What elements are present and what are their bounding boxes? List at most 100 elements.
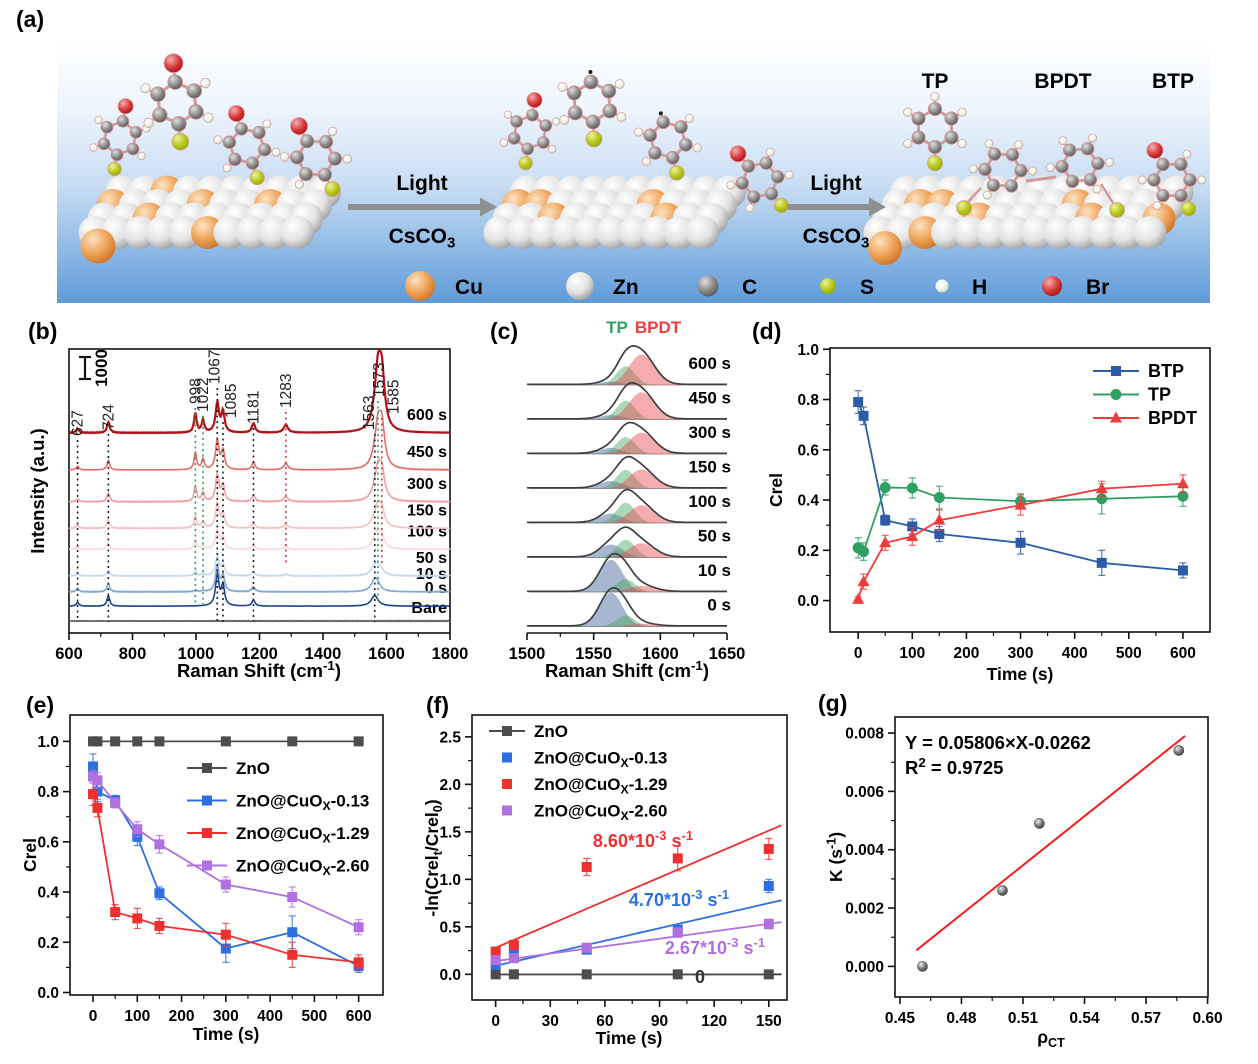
svg-text:1.0: 1.0 — [37, 734, 59, 751]
svg-text:ρCT: ρCT — [1037, 1027, 1065, 1050]
svg-text:150 s: 150 s — [688, 458, 731, 477]
svg-text:CsCO3: CsCO3 — [389, 225, 456, 252]
svg-text:1573: 1573 — [370, 363, 387, 397]
svg-text:600: 600 — [346, 1008, 372, 1025]
svg-text:600: 600 — [55, 645, 83, 663]
svg-text:ZnO@CuOX-2.60: ZnO@CuOX-2.60 — [534, 802, 667, 824]
svg-text:0.54: 0.54 — [1069, 1010, 1100, 1027]
svg-text:BTP: BTP — [1152, 70, 1194, 93]
svg-text:50 s: 50 s — [698, 527, 731, 546]
svg-text:Raman Shift (cm-1): Raman Shift (cm-1) — [177, 658, 341, 681]
svg-text:450 s: 450 s — [688, 389, 731, 408]
svg-text:1000: 1000 — [178, 645, 215, 663]
svg-text:ZnO@CuOX-1.29: ZnO@CuOX-1.29 — [534, 775, 667, 797]
svg-text:K (s-1): K (s-1) — [824, 832, 846, 882]
svg-text:1500: 1500 — [509, 645, 546, 663]
svg-text:300 s: 300 s — [407, 476, 447, 493]
svg-text:1000: 1000 — [92, 349, 111, 387]
svg-text:-ln(Crelt/Crel0): -ln(Crelt/Crel0) — [422, 799, 445, 916]
svg-text:BPDT: BPDT — [1034, 70, 1091, 93]
svg-text:CsCO3: CsCO3 — [803, 225, 870, 252]
svg-text:0: 0 — [89, 1008, 98, 1025]
svg-text:Time (s): Time (s) — [596, 1028, 663, 1048]
svg-text:ZnO@CuOX-1.29: ZnO@CuOX-1.29 — [236, 824, 369, 846]
svg-text:TP: TP — [922, 70, 949, 93]
svg-text:1.0: 1.0 — [439, 872, 461, 889]
panel-b-label: (b) — [28, 318, 58, 344]
svg-text:150 s: 150 s — [407, 502, 447, 519]
svg-text:ZnO@CuOX-2.60: ZnO@CuOX-2.60 — [236, 857, 369, 879]
svg-text:BTP: BTP — [1148, 361, 1184, 381]
svg-text:0.5: 0.5 — [439, 919, 461, 936]
svg-text:TP: TP — [606, 318, 628, 337]
svg-text:BPDT: BPDT — [635, 318, 682, 337]
svg-text:200: 200 — [953, 645, 979, 662]
svg-text:1400: 1400 — [305, 645, 342, 663]
svg-text:200: 200 — [169, 1008, 195, 1025]
svg-text:Raman Shift (cm-1): Raman Shift (cm-1) — [545, 658, 709, 681]
svg-text:4.70*10-3 s-1: 4.70*10-3 s-1 — [629, 887, 729, 910]
svg-text:Cu: Cu — [455, 276, 483, 299]
svg-text:Light: Light — [810, 172, 861, 195]
svg-text:1800: 1800 — [432, 645, 469, 663]
svg-text:0.2: 0.2 — [797, 543, 819, 560]
svg-text:S: S — [860, 276, 874, 299]
svg-text:0.6: 0.6 — [37, 834, 59, 851]
svg-text:Bare: Bare — [411, 600, 447, 617]
panel-f-label: (f) — [426, 692, 449, 718]
svg-text:500: 500 — [301, 1008, 327, 1025]
svg-text:1600: 1600 — [642, 645, 679, 663]
svg-text:0: 0 — [695, 967, 705, 987]
svg-text:0: 0 — [491, 1013, 500, 1030]
svg-text:2.67*10-3 s-1: 2.67*10-3 s-1 — [665, 935, 765, 958]
svg-text:Time (s): Time (s) — [193, 1024, 260, 1044]
svg-text:1.0: 1.0 — [797, 342, 819, 359]
svg-text:1.5: 1.5 — [439, 824, 461, 841]
svg-text:ZnO: ZnO — [534, 722, 568, 741]
svg-text:0 s: 0 s — [707, 596, 731, 615]
panel-c-label: (c) — [490, 318, 519, 344]
svg-text:0.6: 0.6 — [797, 442, 819, 459]
svg-text:150: 150 — [756, 1013, 782, 1030]
svg-text:10 s: 10 s — [416, 566, 447, 583]
svg-text:400: 400 — [1062, 645, 1088, 662]
svg-text:Y = 0.05806×X-0.0262: Y = 0.05806×X-0.0262 — [905, 732, 1091, 753]
svg-text:0.60: 0.60 — [1193, 1010, 1223, 1027]
svg-text:0.48: 0.48 — [946, 1010, 977, 1027]
svg-text:Crel: Crel — [766, 473, 786, 507]
svg-text:600 s: 600 s — [688, 354, 731, 373]
svg-text:1181: 1181 — [245, 391, 262, 424]
svg-text:30: 30 — [542, 1013, 559, 1030]
svg-text:998: 998 — [187, 378, 204, 404]
svg-text:600: 600 — [1170, 645, 1196, 662]
svg-text:0.45: 0.45 — [885, 1010, 916, 1027]
svg-text:50 s: 50 s — [416, 550, 447, 567]
svg-text:0.0: 0.0 — [37, 985, 59, 1002]
svg-text:0.8: 0.8 — [37, 784, 59, 801]
svg-text:0.008: 0.008 — [845, 726, 884, 743]
svg-text:0.4: 0.4 — [797, 493, 819, 510]
svg-text:0.57: 0.57 — [1131, 1010, 1161, 1027]
svg-text:2.5: 2.5 — [439, 729, 461, 746]
svg-text:800: 800 — [119, 645, 147, 663]
svg-text:724: 724 — [100, 404, 117, 430]
panel-d-label: (d) — [752, 318, 782, 344]
svg-text:ZnO@CuOX-0.13: ZnO@CuOX-0.13 — [534, 749, 667, 771]
svg-text:100: 100 — [124, 1008, 150, 1025]
svg-text:1067: 1067 — [206, 350, 223, 384]
svg-text:0.51: 0.51 — [1008, 1010, 1039, 1027]
svg-text:0.004: 0.004 — [845, 842, 884, 859]
svg-text:Intensity (a.u.): Intensity (a.u.) — [27, 428, 48, 553]
svg-text:TP: TP — [1148, 385, 1171, 405]
svg-text:100: 100 — [899, 645, 925, 662]
svg-text:60: 60 — [596, 1013, 613, 1030]
svg-text:600 s: 600 s — [407, 407, 447, 424]
svg-text:100 s: 100 s — [688, 492, 731, 511]
svg-text:R2 = 0.9725: R2 = 0.9725 — [905, 755, 1003, 778]
svg-text:400: 400 — [257, 1008, 283, 1025]
